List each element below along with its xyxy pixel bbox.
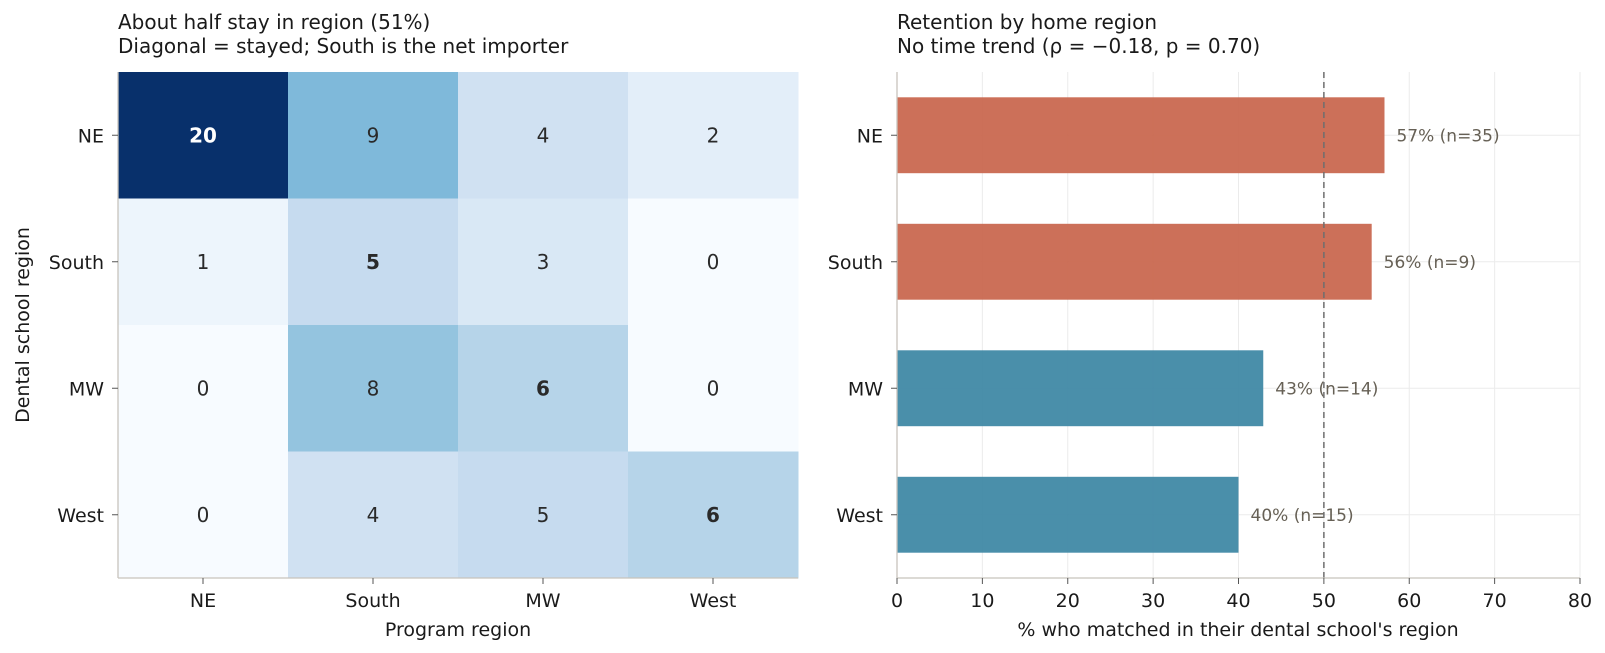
heatmap-cell-label: 0 bbox=[707, 376, 720, 400]
heatmap-cell bbox=[288, 325, 459, 452]
bar-x-tick-label: 10 bbox=[970, 590, 994, 612]
bar-subtitle: No time trend (ρ = −0.18, p = 0.70) bbox=[897, 34, 1260, 58]
heatmap-y-tick-label: NE bbox=[78, 125, 104, 147]
heatmap-cell bbox=[628, 451, 799, 579]
heatmap-cell bbox=[118, 325, 289, 452]
bar-x-tick-label: 80 bbox=[1568, 590, 1592, 612]
heatmap-cell bbox=[118, 451, 289, 579]
heatmap-cell bbox=[118, 72, 289, 199]
bar-data-label: 56% (n=9) bbox=[1384, 253, 1476, 273]
bar-y-tick-label: NE bbox=[857, 125, 883, 147]
heatmap-x-tick-label: West bbox=[690, 590, 737, 612]
heatmap-cell-label: 4 bbox=[367, 503, 380, 527]
heatmap-x-axis-label: Program region bbox=[385, 619, 531, 641]
bar-data-label: 43% (n=14) bbox=[1275, 379, 1378, 399]
heatmap-y-tick-label: MW bbox=[69, 378, 104, 400]
heatmap-cell bbox=[458, 198, 629, 326]
heatmap-cell-label: 0 bbox=[197, 376, 210, 400]
bar-x-tick-label: 70 bbox=[1483, 590, 1507, 612]
heatmap-y-ticks: NE South MW West bbox=[49, 125, 118, 527]
bar-x-tick-label: 30 bbox=[1141, 590, 1165, 612]
heatmap-x-tick-label: MW bbox=[525, 590, 560, 612]
bar-y-tick-label: West bbox=[836, 505, 883, 527]
bar bbox=[897, 350, 1264, 427]
heatmap-cell-label: 9 bbox=[367, 123, 380, 147]
heatmap-cell-label: 5 bbox=[537, 503, 550, 527]
heatmap-cell bbox=[458, 325, 629, 452]
heatmap-cell bbox=[118, 198, 289, 326]
heatmap-cell-label: 0 bbox=[197, 503, 210, 527]
bar-panel: Retention by home region No time trend (… bbox=[828, 10, 1592, 641]
bar-x-axis-label: % who matched in their dental school's r… bbox=[1017, 619, 1458, 641]
heatmap-cell-label: 5 bbox=[366, 250, 380, 274]
bar-marks: 57% (n=35) 56% (n=9) 43% (n=14) 40% (n=15) bbox=[897, 97, 1500, 553]
heatmap-cell bbox=[288, 451, 459, 579]
heatmap-cells: 20 9 4 2 1 5 3 0 0 8 6 0 0 4 5 6 bbox=[118, 72, 799, 579]
heatmap-x-ticks: NE South MW West bbox=[190, 578, 736, 612]
heatmap-cell-label: 2 bbox=[707, 123, 720, 147]
heatmap-cell-label: 0 bbox=[707, 250, 720, 274]
bar bbox=[897, 476, 1239, 553]
bar-y-ticks: NE South MW West bbox=[828, 125, 897, 527]
heatmap-cell bbox=[628, 325, 799, 452]
heatmap-cell bbox=[458, 72, 629, 199]
bar-x-tick-label: 50 bbox=[1312, 590, 1336, 612]
bar bbox=[897, 97, 1385, 174]
bar-x-tick-label: 0 bbox=[891, 590, 903, 612]
heatmap-y-axis-label: Dental school region bbox=[12, 227, 34, 423]
bar-y-tick-label: South bbox=[828, 252, 883, 274]
bar-x-tick-label: 20 bbox=[1056, 590, 1080, 612]
heatmap-cell bbox=[288, 72, 459, 199]
heatmap-cell-label: 6 bbox=[536, 376, 550, 400]
bar bbox=[897, 223, 1372, 300]
heatmap-cell-label: 20 bbox=[189, 123, 217, 147]
bar-x-tick-label: 40 bbox=[1226, 590, 1250, 612]
heatmap-title: About half stay in region (51%) bbox=[118, 10, 430, 34]
heatmap-cell bbox=[628, 72, 799, 199]
heatmap-cell bbox=[288, 198, 459, 326]
heatmap-y-tick-label: South bbox=[49, 252, 104, 274]
heatmap-x-tick-label: NE bbox=[190, 590, 216, 612]
bar-data-label: 57% (n=35) bbox=[1396, 126, 1499, 146]
heatmap-cell-label: 3 bbox=[537, 250, 550, 274]
bar-title: Retention by home region bbox=[897, 10, 1157, 34]
heatmap-cell bbox=[628, 198, 799, 326]
bar-x-tick-label: 60 bbox=[1397, 590, 1421, 612]
bar-data-label: 40% (n=15) bbox=[1251, 506, 1354, 526]
heatmap-cell-label: 1 bbox=[197, 250, 210, 274]
heatmap-subtitle: Diagonal = stayed; South is the net impo… bbox=[118, 34, 569, 58]
heatmap-cell bbox=[458, 451, 629, 579]
bar-y-tick-label: MW bbox=[848, 378, 883, 400]
heatmap-x-tick-label: South bbox=[345, 590, 400, 612]
bar-x-ticks: 0 10 20 30 40 50 60 70 80 bbox=[891, 578, 1592, 612]
heatmap-y-tick-label: West bbox=[57, 505, 104, 527]
heatmap-panel: About half stay in region (51%) Diagonal… bbox=[12, 10, 799, 641]
heatmap-cell-label: 8 bbox=[367, 376, 380, 400]
heatmap-cell-label: 4 bbox=[537, 123, 550, 147]
heatmap-cell-label: 6 bbox=[706, 503, 720, 527]
